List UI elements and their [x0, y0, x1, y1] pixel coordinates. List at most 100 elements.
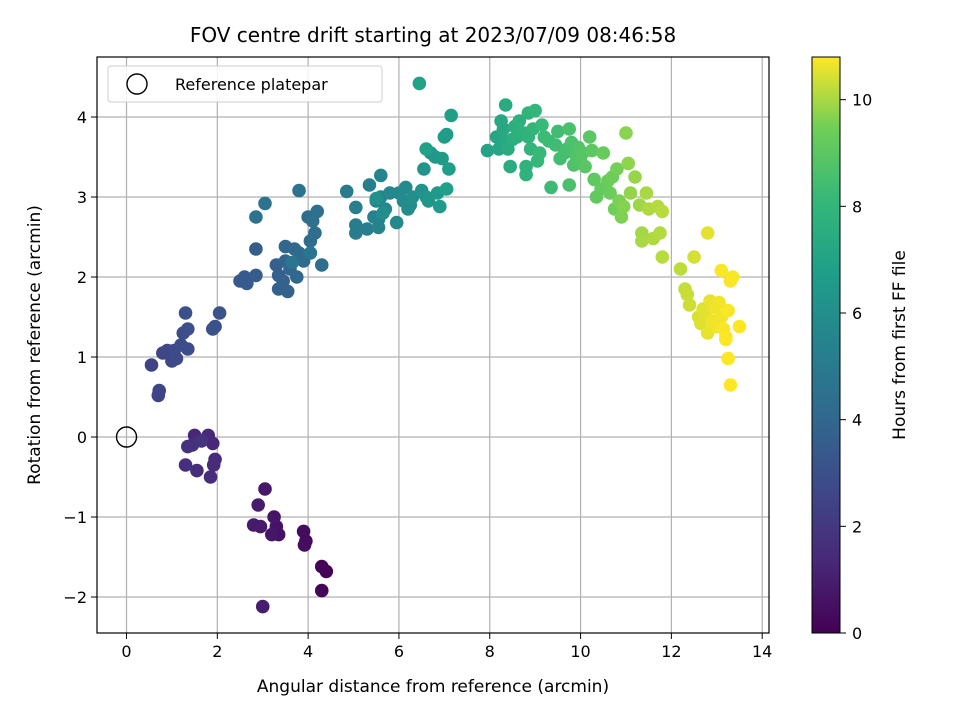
scatter-point	[297, 538, 312, 552]
scatter-point	[712, 295, 726, 310]
scatter-point	[585, 143, 599, 158]
scatter-point	[714, 263, 729, 278]
scatter-point	[653, 226, 667, 240]
y-tick-label: 2	[77, 268, 87, 287]
scatter-point	[587, 172, 601, 187]
scatter-point	[596, 146, 611, 160]
y-tick-label: −2	[63, 588, 87, 607]
legend-box	[107, 65, 383, 103]
scatter-point	[442, 162, 456, 176]
scatter-point	[371, 220, 386, 235]
scatter-point	[249, 210, 263, 224]
scatter-point	[240, 276, 254, 291]
legend-marker-icon	[126, 73, 148, 95]
scatter-point	[369, 191, 384, 206]
scatter-point	[721, 303, 735, 318]
scatter-point	[521, 130, 536, 144]
chart-title: FOV centre drift starting at 2023/07/09 …	[190, 23, 676, 47]
scatter-point	[249, 268, 263, 283]
scatter-point	[289, 270, 304, 284]
scatter-point	[614, 210, 629, 224]
scatter-point	[208, 319, 222, 334]
legend-entry-label: Reference platepar	[175, 75, 328, 94]
scatter-point	[582, 130, 597, 144]
scatter-point	[541, 134, 556, 148]
scatter-point	[694, 316, 708, 331]
scatter-point	[398, 180, 413, 195]
scatter-point	[258, 196, 272, 211]
scatter-point	[700, 226, 715, 240]
scatter-point	[258, 482, 272, 496]
y-tick-label: −1	[63, 508, 87, 527]
x-axis-ticks: 0 2 4 6 8 10 12 14	[121, 633, 772, 661]
y-axis-label: Rotation from reference (arcmin)	[25, 205, 45, 485]
scatter-point	[435, 151, 449, 166]
y-tick-label: 3	[77, 188, 87, 207]
x-tick-label: 6	[394, 642, 404, 661]
scatter-point	[528, 103, 542, 118]
scatter-point	[412, 76, 427, 91]
scatter-point	[271, 282, 286, 296]
colorbar-tick-label: 4	[852, 411, 862, 430]
scatter-point	[655, 204, 670, 219]
scatter-point	[251, 498, 265, 512]
scatter-point	[194, 434, 209, 448]
legend: Reference platepar	[107, 65, 383, 103]
scatter-point	[444, 108, 458, 123]
scatter-point	[603, 186, 617, 200]
scatter-point	[721, 351, 735, 366]
scatter-point	[349, 200, 363, 215]
scatter-point	[419, 142, 433, 156]
colorbar-tick-label: 2	[852, 517, 862, 536]
x-tick-label: 14	[752, 642, 772, 661]
scatter-point	[439, 182, 454, 196]
scatter-point	[496, 122, 511, 136]
x-tick-label: 4	[303, 642, 313, 661]
scatter-point	[562, 122, 577, 136]
scatter-point	[532, 146, 547, 160]
scatter-point	[639, 186, 654, 200]
scatter-point	[616, 199, 631, 214]
x-tick-label: 8	[485, 642, 495, 661]
x-tick-label: 2	[212, 642, 222, 661]
scatter-point	[178, 306, 193, 320]
scatter-point	[535, 118, 549, 132]
scatter-point	[292, 183, 306, 198]
scatter-point	[267, 510, 281, 524]
scatter-point	[339, 184, 354, 199]
y-axis-ticks: −2 −1 0 1 2 3 4	[63, 108, 97, 607]
scatter-point	[512, 114, 527, 128]
scatter-point	[610, 162, 624, 176]
x-axis-label: Angular distance from reference (arcmin)	[257, 677, 609, 697]
scatter-point	[439, 127, 454, 142]
grid-lines	[97, 57, 769, 633]
scatter-point	[621, 156, 636, 171]
scatter-point	[212, 306, 227, 320]
scatter-point	[285, 255, 300, 270]
scatter-point	[655, 250, 670, 264]
scatter-point	[544, 180, 558, 195]
scatter-point	[314, 258, 329, 272]
scatter-point	[628, 170, 642, 184]
scatter-point	[519, 159, 533, 174]
colorbar-ticks: 0 2 4 6 8 10	[840, 91, 872, 643]
scatter-point	[303, 246, 318, 260]
scatter-point	[181, 322, 195, 336]
scatter-point	[249, 242, 263, 256]
scatter-point	[206, 458, 221, 472]
scatter-point	[417, 162, 431, 176]
scatter-point	[349, 218, 363, 232]
scatter-point	[314, 583, 329, 598]
scatter-point	[360, 222, 374, 236]
scatter-point	[362, 178, 377, 192]
scatter-point	[152, 383, 167, 398]
scatter-point	[296, 524, 311, 539]
scatter-point	[562, 178, 577, 192]
scatter-point	[376, 206, 390, 220]
scatter-point	[181, 342, 195, 356]
scatter-point	[310, 204, 325, 219]
scatter-point	[480, 143, 495, 158]
scatter-point	[314, 559, 329, 574]
scatter-point	[181, 439, 195, 454]
